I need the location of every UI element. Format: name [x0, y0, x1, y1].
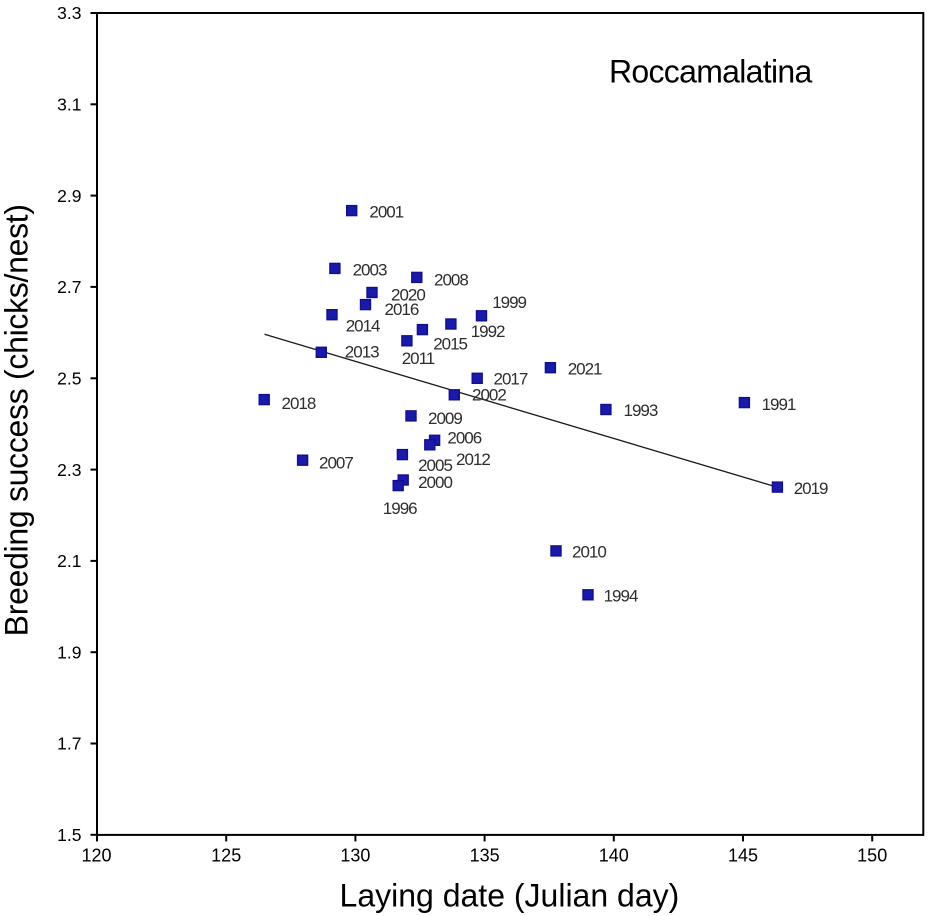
- svg-text:Roccamalatina: Roccamalatina: [609, 53, 812, 89]
- svg-text:2009: 2009: [428, 409, 462, 428]
- svg-text:2012: 2012: [456, 450, 490, 469]
- svg-text:135: 135: [470, 846, 500, 866]
- svg-text:140: 140: [599, 846, 629, 866]
- svg-text:2005: 2005: [418, 456, 452, 475]
- svg-text:1991: 1991: [762, 395, 796, 414]
- svg-text:2015: 2015: [433, 335, 467, 354]
- svg-text:2014: 2014: [346, 316, 380, 335]
- svg-text:2021: 2021: [568, 359, 602, 378]
- svg-text:2011: 2011: [402, 349, 435, 368]
- svg-text:Breeding success (chicks/nest): Breeding success (chicks/nest): [0, 204, 34, 636]
- svg-text:1994: 1994: [604, 587, 638, 606]
- svg-text:Laying date (Julian day): Laying date (Julian day): [340, 877, 680, 913]
- svg-text:1993: 1993: [624, 401, 658, 420]
- svg-text:2000: 2000: [418, 473, 452, 492]
- svg-text:3.1: 3.1: [57, 95, 81, 115]
- svg-text:145: 145: [728, 846, 758, 866]
- svg-text:1999: 1999: [492, 293, 526, 312]
- svg-text:2.5: 2.5: [57, 369, 81, 389]
- svg-text:2007: 2007: [319, 454, 353, 473]
- svg-text:1.9: 1.9: [57, 642, 81, 662]
- svg-text:2016: 2016: [385, 300, 419, 319]
- svg-text:1992: 1992: [471, 322, 505, 341]
- svg-text:2.9: 2.9: [57, 186, 81, 206]
- svg-text:130: 130: [340, 846, 370, 866]
- svg-text:120: 120: [81, 846, 111, 866]
- svg-text:2003: 2003: [353, 261, 387, 280]
- svg-text:2008: 2008: [434, 271, 468, 290]
- svg-text:3.3: 3.3: [57, 3, 81, 23]
- svg-text:2.1: 2.1: [57, 551, 81, 571]
- svg-text:150: 150: [857, 846, 887, 866]
- svg-text:1996: 1996: [383, 499, 417, 518]
- svg-text:2.7: 2.7: [57, 277, 81, 297]
- svg-text:2010: 2010: [572, 543, 606, 562]
- svg-text:2020: 2020: [391, 285, 425, 304]
- svg-text:125: 125: [211, 846, 241, 866]
- svg-text:2001: 2001: [369, 203, 403, 222]
- svg-text:2018: 2018: [282, 394, 316, 413]
- svg-text:2006: 2006: [447, 429, 481, 448]
- svg-text:1.5: 1.5: [57, 825, 81, 845]
- svg-text:2019: 2019: [794, 479, 828, 498]
- svg-text:2013: 2013: [345, 343, 379, 362]
- svg-text:1.7: 1.7: [57, 734, 81, 754]
- svg-text:2002: 2002: [472, 386, 506, 405]
- svg-text:2017: 2017: [494, 370, 528, 389]
- svg-text:2.3: 2.3: [57, 460, 81, 480]
